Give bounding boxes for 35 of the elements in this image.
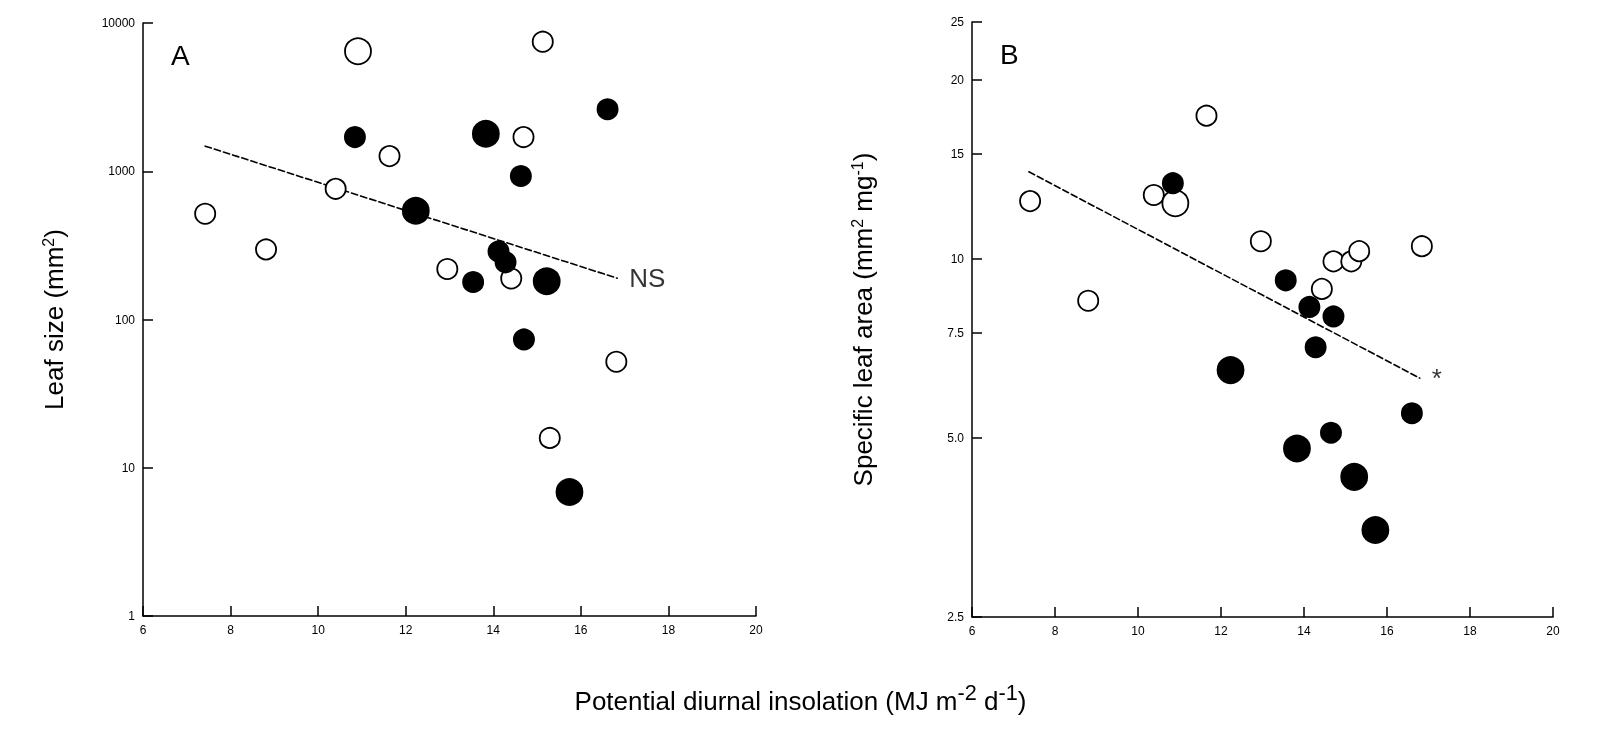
y-tick-label: 5.0 [947,430,965,445]
x-tick-label: 8 [1051,624,1059,638]
annotation: * [1431,363,1442,394]
x-tick-label: 10 [311,623,326,637]
y-tick-label: 10000 [101,16,136,30]
annotation: B [1000,38,1019,70]
x-tick-label: 20 [749,623,763,637]
x-tick-label: 6 [139,623,147,637]
annotation: NS [629,263,666,294]
y-tick-label: 2.5 [947,610,965,624]
y-tick-label: 1000 [108,164,136,179]
y-tick-label: 1 [128,609,136,623]
y-tick-label: 15 [950,147,965,161]
y-axis-title: Leaf size (mm2) [39,229,69,410]
x-tick-label: 14 [1297,624,1311,638]
x-tick-label: 12 [399,623,413,637]
x-tick-label: 16 [574,623,588,637]
x-tick-label: 8 [227,623,235,637]
x-tick-label: 12 [1214,624,1228,638]
x-tick-label: 14 [486,623,501,637]
x-tick-label: 20 [1546,624,1560,638]
x-tick-label: 18 [661,623,676,637]
x-axis-title: Potential diurnal insolation (MJ m$^{-2}$ d$^{-1}$) [573,680,1028,717]
annotation: A [171,39,190,71]
x-tick-label: 16 [1380,624,1394,638]
y-tick-label: 25 [950,15,965,29]
y-tick-label: 10 [121,460,136,475]
y-tick-label: 20 [950,72,965,87]
y-tick-label: 10 [950,251,965,266]
x-tick-label: 18 [1463,624,1477,638]
x-tick-label: 10 [1131,624,1145,638]
y-tick-label: 7.5 [947,326,965,341]
y-axis-title: Specific leaf area (mm2 mg-1) [848,152,878,487]
x-tick-label: 6 [968,624,976,638]
y-tick-label: 100 [114,312,136,327]
